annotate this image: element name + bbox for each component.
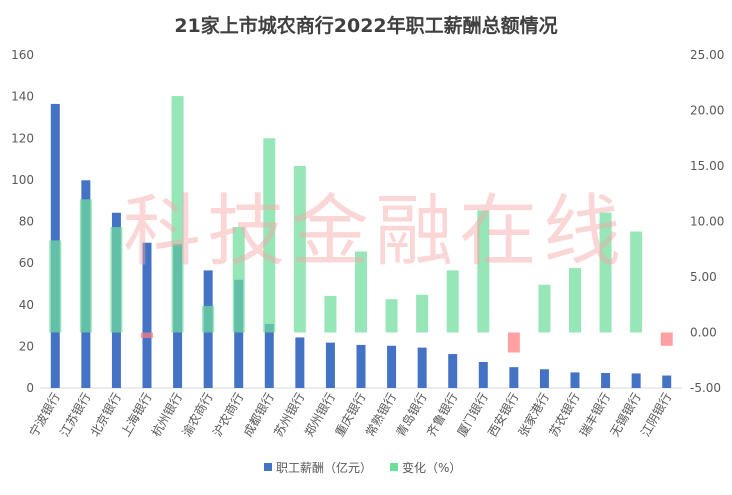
bar-change	[202, 305, 215, 333]
legend: 职工薪酬（亿元） 变化（%）	[264, 460, 461, 475]
right-axis-tick: 10.00	[690, 215, 724, 229]
bar-change	[660, 332, 673, 346]
legend-label-change: 变化（%）	[402, 460, 461, 475]
left-axis-tick: 20	[19, 339, 34, 353]
bar-salary	[356, 344, 366, 388]
bar-salary	[417, 347, 427, 388]
bar-change	[79, 199, 92, 333]
left-axis-tick: 140	[11, 90, 34, 104]
bar-change	[477, 210, 490, 333]
bar-salary	[325, 342, 335, 388]
plot-area	[40, 96, 682, 389]
left-axis-tick: 160	[11, 48, 34, 62]
bar-change	[630, 231, 643, 333]
left-axis-tick: 100	[11, 173, 34, 187]
category-labels: 宁波银行江苏银行北京银行上海银行杭州银行渝农商行沪农商行成都银行苏州银行郑州银行…	[26, 390, 674, 439]
bar-change	[446, 270, 459, 333]
bar-salary	[539, 369, 549, 388]
bar-change	[538, 284, 551, 333]
bar-change	[293, 166, 306, 333]
bar-salary	[264, 323, 274, 388]
bar-salary	[570, 372, 580, 388]
right-axis-tick: 15.00	[690, 159, 724, 173]
bar-change	[232, 227, 245, 333]
bar-change	[110, 227, 123, 333]
bar-change	[355, 251, 367, 333]
right-axis-tick: 20.00	[690, 104, 724, 118]
bar-salary	[631, 373, 641, 388]
bar-change	[385, 299, 398, 333]
right-axis-tick: 5.00	[690, 270, 717, 284]
right-axis-tick: 0.00	[690, 326, 717, 340]
right-axis: -5.00 0.00 5.00 10.00 15.00 20.00 25.00	[690, 48, 724, 395]
bar-change	[49, 240, 62, 333]
left-axis: 0 20 40 60 80 100 120 140 160	[11, 48, 34, 395]
legend-label-salary: 职工薪酬（亿元）	[276, 460, 372, 475]
left-axis-tick: 80	[19, 215, 34, 229]
bar-salary	[142, 242, 152, 388]
bar-change	[141, 332, 153, 339]
left-axis-tick: 0	[26, 381, 34, 395]
bar-salary	[234, 279, 244, 388]
left-axis-tick: 120	[11, 131, 34, 145]
legend-swatch-change	[390, 463, 398, 471]
right-axis-tick: 25.00	[690, 48, 724, 62]
right-axis-tick: -5.00	[690, 381, 721, 395]
left-axis-tick: 40	[19, 298, 34, 312]
bar-change	[263, 138, 276, 333]
bar-salary	[601, 373, 611, 388]
bar-change	[599, 212, 612, 333]
bar-change	[507, 332, 520, 353]
watermark: 科技金融在线	[123, 187, 627, 277]
bar-salary	[387, 345, 397, 388]
category-label: 江阴银行	[638, 391, 674, 440]
bar-change	[324, 295, 337, 333]
bar-salary	[478, 361, 488, 388]
bar-change	[416, 294, 429, 333]
left-axis-tick: 60	[19, 256, 34, 270]
bar-change	[569, 268, 581, 333]
bar-salary	[448, 354, 458, 388]
bar-change	[171, 96, 184, 333]
chart-title: 21家上市城农商行2022年职工薪酬总额情况	[174, 14, 557, 37]
bar-salary	[509, 367, 519, 388]
bar-salary	[295, 337, 305, 388]
legend-swatch-salary	[264, 463, 272, 471]
bar-salary	[662, 375, 672, 388]
